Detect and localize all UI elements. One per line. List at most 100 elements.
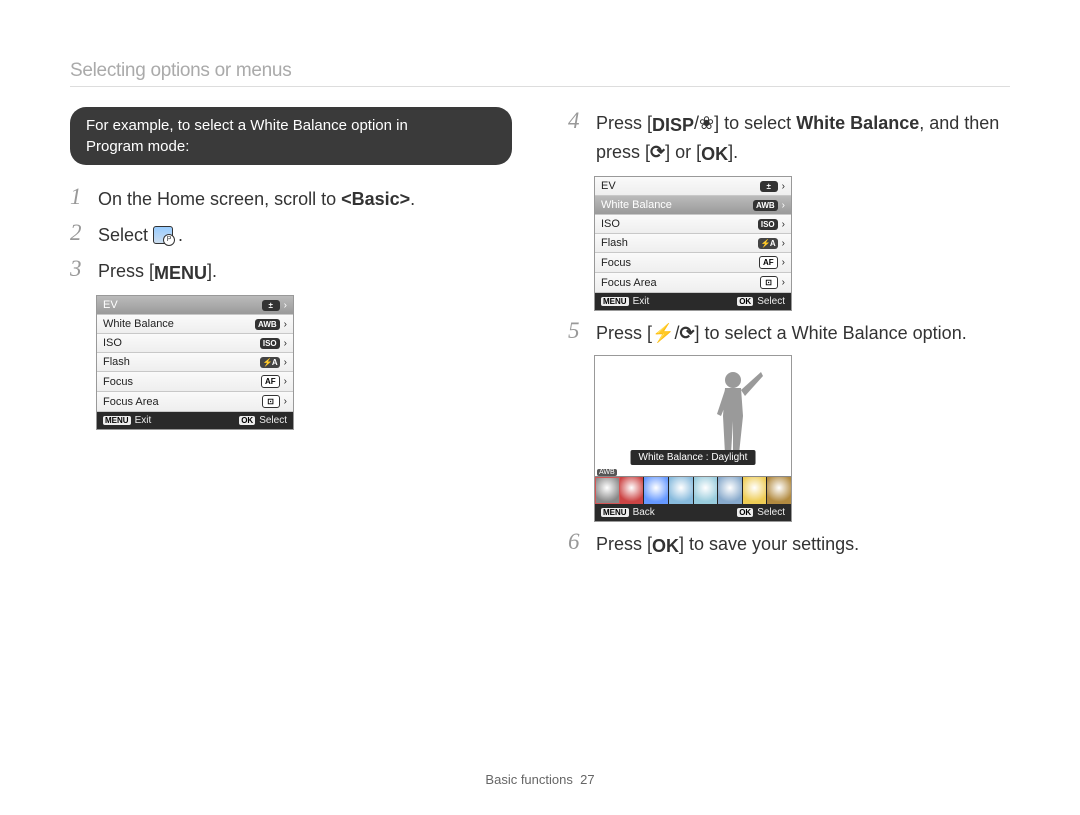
wb-thumb-tag: AWB: [597, 469, 617, 476]
text: ] to save your settings.: [679, 534, 859, 554]
wb-scene: White Balance : Daylight: [595, 356, 791, 476]
disp-key: DISP: [652, 115, 694, 135]
step-number: 2: [70, 219, 90, 247]
wb-thumb: [669, 477, 694, 504]
text: ] to select a White Balance option.: [695, 323, 967, 343]
step-4: 4 Press [DISP/] to select White Balance,…: [568, 107, 1010, 168]
step-number: 5: [568, 317, 588, 345]
macro-icon: [699, 113, 714, 133]
callout-line1: For example, to select a White Balance o…: [86, 117, 408, 134]
row-icon: AWB: [753, 200, 778, 211]
columns: For example, to select a White Balance o…: [70, 107, 1010, 566]
row-icon: ⊡: [262, 395, 280, 408]
step-1: 1 On the Home screen, scroll to <Basic>.: [70, 183, 512, 213]
basic-label: <Basic>: [341, 189, 410, 209]
menu-row-wb: White Balance AWB›: [595, 196, 791, 215]
chevron-right-icon: ›: [284, 338, 287, 349]
row-icon: ISO: [758, 219, 778, 230]
menu-key: MENU: [154, 263, 207, 283]
menu-footer-right: Select: [757, 296, 785, 307]
chevron-right-icon: ›: [284, 300, 287, 311]
step-text: Select .: [98, 219, 512, 249]
row-label: White Balance: [103, 318, 174, 330]
ok-key: OK: [652, 536, 679, 556]
right-column: 4 Press [DISP/] to select White Balance,…: [568, 107, 1010, 566]
step-6: 6 Press [OK] to save your settings.: [568, 528, 1010, 560]
wb-thumb: [767, 477, 791, 504]
row-label: Focus: [103, 376, 133, 388]
step-text: Press [/] to select a White Balance opti…: [596, 317, 1010, 347]
wb-picker-screenshot: White Balance : Daylight AWB MENUBack OK…: [594, 355, 792, 522]
row-label: EV: [103, 299, 118, 311]
text: Press [: [98, 261, 154, 281]
menu-footer-right-tag: OK: [239, 416, 255, 425]
wb-footer: MENUBack OKSelect: [595, 504, 791, 521]
menu-row-wb: White Balance AWB ›: [97, 315, 293, 334]
step-number: 6: [568, 528, 588, 556]
menu-row-focus: Focus AF ›: [97, 372, 293, 392]
wb-footer-left: Back: [633, 507, 655, 518]
step-number: 4: [568, 107, 588, 135]
callout-line2: Program mode:: [86, 138, 189, 155]
step-text: Press [DISP/] to select White Balance, a…: [596, 107, 1010, 168]
timer-icon: [679, 323, 694, 343]
step-5: 5 Press [/] to select a White Balance op…: [568, 317, 1010, 347]
menu-footer-left: Exit: [633, 296, 650, 307]
row-icon: AF: [261, 375, 280, 388]
page-footer: Basic functions 27: [0, 772, 1080, 787]
person-silhouette-icon: [703, 366, 773, 456]
wb-thumb: [620, 477, 645, 504]
row-label: ISO: [103, 337, 122, 349]
menu-row-flash: Flash ⚡A›: [595, 234, 791, 253]
row-label: ISO: [601, 218, 620, 230]
camera-menu-screenshot-2: EV ±› White Balance AWB› ISO ISO› Flash …: [594, 176, 792, 311]
program-mode-icon: [153, 226, 173, 244]
text: .: [410, 189, 415, 209]
left-column: For example, to select a White Balance o…: [70, 107, 512, 566]
menu-footer: MENUExit OKSelect: [97, 412, 293, 429]
step-number: 3: [70, 255, 90, 283]
text: Press [: [596, 534, 652, 554]
chevron-right-icon: ›: [782, 238, 785, 249]
page-header: Selecting options or menus: [70, 60, 1010, 82]
chevron-right-icon: ›: [782, 277, 785, 288]
row-label: Focus Area: [601, 277, 657, 289]
text: ].: [207, 261, 217, 281]
menu-footer: MENU Exit OK Select: [595, 293, 791, 310]
chevron-right-icon: ›: [284, 319, 287, 330]
text: Press [: [596, 113, 652, 133]
wb-current-label: White Balance : Daylight: [631, 450, 756, 465]
wb-footer-right: Select: [757, 507, 785, 518]
row-icon: ±: [760, 181, 778, 192]
step-3: 3 Press [MENU].: [70, 255, 512, 287]
menu-row-iso: ISO ISO ›: [595, 215, 791, 234]
text: Select: [98, 225, 153, 245]
row-icon: AWB: [255, 319, 280, 330]
chevron-right-icon: ›: [782, 257, 785, 268]
step-text: On the Home screen, scroll to <Basic>.: [98, 183, 512, 213]
flash-icon: [652, 323, 674, 343]
row-label: Focus: [601, 257, 631, 269]
chevron-right-icon: ›: [284, 376, 287, 387]
row-icon: AF: [759, 256, 778, 269]
menu-footer-left-tag: MENU: [103, 416, 131, 425]
footer-section: Basic functions: [485, 772, 572, 787]
step-text: Press [OK] to save your settings.: [596, 528, 1010, 560]
timer-icon: [650, 142, 665, 162]
chevron-right-icon: ›: [782, 219, 785, 230]
white-balance-label: White Balance: [796, 113, 919, 133]
example-callout: For example, to select a White Balance o…: [70, 107, 512, 165]
menu-footer-right-tag: OK: [737, 297, 753, 306]
row-icon: ISO: [260, 338, 280, 349]
row-label: Focus Area: [103, 396, 159, 408]
menu-row-ev: EV ±›: [595, 177, 791, 196]
chevron-right-icon: ›: [782, 181, 785, 192]
wb-thumb: AWB: [595, 477, 620, 504]
wb-thumb: [718, 477, 743, 504]
menu-row-flash: Flash ⚡A›: [97, 353, 293, 372]
menu-footer-left-tag: MENU: [601, 297, 629, 306]
menu-row-focusarea: Focus Area ⊡›: [97, 392, 293, 412]
menu-row-focusarea: Focus Area ⊡›: [595, 273, 791, 293]
row-icon: ⚡A: [758, 238, 778, 249]
menu-row-ev: EV ±›: [97, 296, 293, 315]
